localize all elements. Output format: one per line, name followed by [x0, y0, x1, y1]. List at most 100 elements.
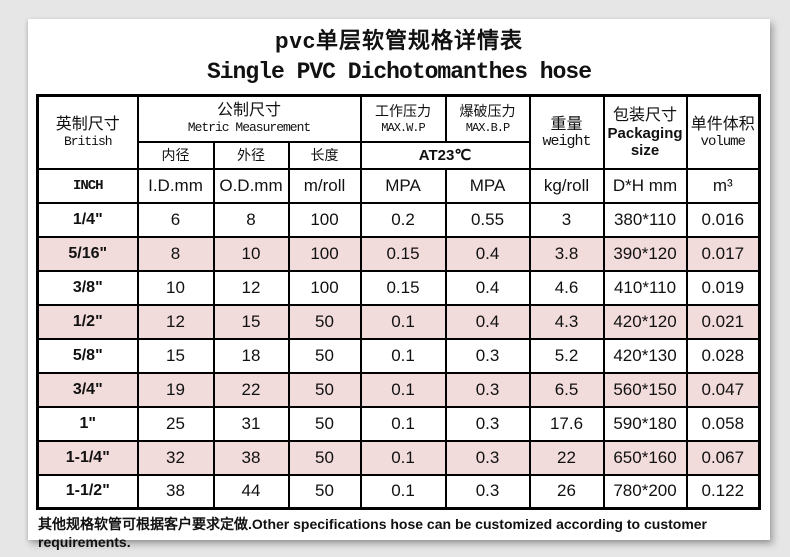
table-cell: 15	[136, 337, 215, 374]
table-cell: 8	[136, 235, 215, 272]
col-header-weight: 重量 weight	[528, 94, 605, 170]
row-label: 1/2"	[36, 303, 139, 340]
unit-mpa-bp: MPA	[444, 167, 531, 204]
unit-kg-roll: kg/roll	[528, 167, 605, 204]
volume-label-cn: 单件体积	[690, 115, 755, 133]
table-cell: 0.3	[444, 405, 531, 442]
col-header-working-pressure: 工作压力 MAX.W.P	[359, 94, 447, 143]
table-cell: 22	[528, 439, 605, 476]
row-label: 1-1/2"	[36, 473, 139, 510]
table-cell: 0.3	[444, 439, 531, 476]
table-row: 1" 25 31 50 0.1 0.3 17.6 590*180 0.058	[36, 405, 761, 442]
table-row: 1/2" 12 15 50 0.1 0.4 4.3 420*120 0.021	[36, 303, 761, 340]
table-cell: 18	[212, 337, 290, 374]
table-cell: 0.028	[685, 337, 761, 374]
table-row: 3/4" 19 22 50 0.1 0.3 6.5 560*150 0.047	[36, 371, 761, 408]
table-cell: 12	[136, 303, 215, 340]
table-cell: 0.3	[444, 371, 531, 408]
table-cell: 0.016	[685, 201, 761, 238]
table-cell: 4.3	[528, 303, 605, 340]
table-cell: 590*180	[602, 405, 688, 442]
table-cell: 50	[287, 371, 362, 408]
table-cell: 380*110	[602, 201, 688, 238]
table-cell: 8	[212, 201, 290, 238]
subheader-at-temp: AT23℃	[359, 140, 531, 170]
unit-m3: m³	[685, 167, 761, 204]
table-cell: 0.4	[444, 269, 531, 306]
weight-label-en: weight	[542, 132, 592, 150]
row-label: 5/8"	[36, 337, 139, 374]
working-pressure-label-cn: 工作压力	[375, 103, 432, 120]
table-row: 5/16" 8 10 100 0.15 0.4 3.8 390*120 0.01…	[36, 235, 761, 272]
table-cell: 0.047	[685, 371, 761, 408]
packaging-label-en: Packaging size	[607, 124, 683, 159]
burst-pressure-label-cn: 爆破压力	[459, 103, 516, 120]
table-cell: 3	[528, 201, 605, 238]
unit-dh-mm: D*H mm	[602, 167, 688, 204]
table-cell: 0.4	[444, 303, 531, 340]
metric-label-en: Metric Measurement	[187, 120, 311, 136]
table-cell: 0.55	[444, 201, 531, 238]
table-cell: 15	[212, 303, 290, 340]
table-cell: 19	[136, 371, 215, 408]
table-cell: 10	[136, 269, 215, 306]
table-row: 1-1/2" 38 44 50 0.1 0.3 26 780*200 0.122	[36, 473, 761, 510]
table-cell: 10	[212, 235, 290, 272]
table-cell: 50	[287, 337, 362, 374]
table-cell: 0.1	[359, 439, 447, 476]
table-cell: 25	[136, 405, 215, 442]
hose-spec-table: 英制尺寸 British 公制尺寸 Metric Measurement 工作压…	[36, 94, 762, 510]
table-cell: 560*150	[602, 371, 688, 408]
packaging-label-cn: 包装尺寸	[613, 106, 678, 124]
table-cell: 0.1	[359, 473, 447, 510]
table-cell: 50	[287, 405, 362, 442]
table-cell: 3.8	[528, 235, 605, 272]
table-cell: 50	[287, 439, 362, 476]
burst-pressure-label-en: MAX.B.P	[465, 121, 510, 136]
col-header-british: 英制尺寸 British	[36, 94, 139, 170]
table-cell: 17.6	[528, 405, 605, 442]
working-pressure-label-en: MAX.W.P	[381, 121, 425, 136]
table-cell: 50	[287, 303, 362, 340]
table-cell: 100	[287, 235, 362, 272]
table-row: 1/4" 6 8 100 0.2 0.55 3 380*110 0.016	[36, 201, 761, 238]
row-label: 1-1/4"	[36, 439, 139, 476]
table-cell: 0.122	[685, 473, 761, 510]
unit-id-mm: I.D.mm	[136, 167, 215, 204]
metric-label-cn: 公制尺寸	[217, 102, 282, 120]
page-title-english: Single PVC Dichotomanthes hose	[206, 59, 592, 85]
row-label: 3/4"	[36, 371, 139, 408]
table-cell: 5.2	[528, 337, 605, 374]
customization-note: 其他规格软管可根据客户要求定做.Other specifications hos…	[38, 516, 707, 550]
table-cell: 4.6	[528, 269, 605, 306]
table-cell: 0.017	[685, 235, 761, 272]
table-cell: 26	[528, 473, 605, 510]
table-cell: 32	[136, 439, 215, 476]
row-label: 1"	[36, 405, 139, 442]
table-cell: 0.067	[685, 439, 761, 476]
table-cell: 100	[287, 269, 362, 306]
table-cell: 0.1	[359, 405, 447, 442]
table-cell: 0.3	[444, 337, 531, 374]
subheader-length: 长度	[287, 140, 362, 170]
table-cell: 50	[287, 473, 362, 510]
table-row: 3/8" 10 12 100 0.15 0.4 4.6 410*110 0.01…	[36, 269, 761, 306]
table-cell: 12	[212, 269, 290, 306]
table-row: 1-1/4" 32 38 50 0.1 0.3 22 650*160 0.067	[36, 439, 761, 476]
table-cell: 0.4	[444, 235, 531, 272]
unit-od-mm: O.D.mm	[212, 167, 290, 204]
row-label: 3/8"	[36, 269, 139, 306]
table-cell: 0.3	[444, 473, 531, 510]
col-header-burst-pressure: 爆破压力 MAX.B.P	[444, 94, 531, 143]
subheader-inner-diameter: 内径	[136, 140, 215, 170]
table-cell: 0.2	[359, 201, 447, 238]
table-cell: 6.5	[528, 371, 605, 408]
table-cell: 0.15	[359, 235, 447, 272]
col-header-packaging: 包装尺寸 Packaging size	[602, 94, 688, 170]
unit-inch: INCH	[36, 167, 139, 204]
volume-label-en: volume	[700, 133, 746, 150]
table-cell: 650*160	[602, 439, 688, 476]
subheader-outer-diameter: 外径	[212, 140, 290, 170]
unit-m-roll: m/roll	[287, 167, 362, 204]
table-cell: 22	[212, 371, 290, 408]
